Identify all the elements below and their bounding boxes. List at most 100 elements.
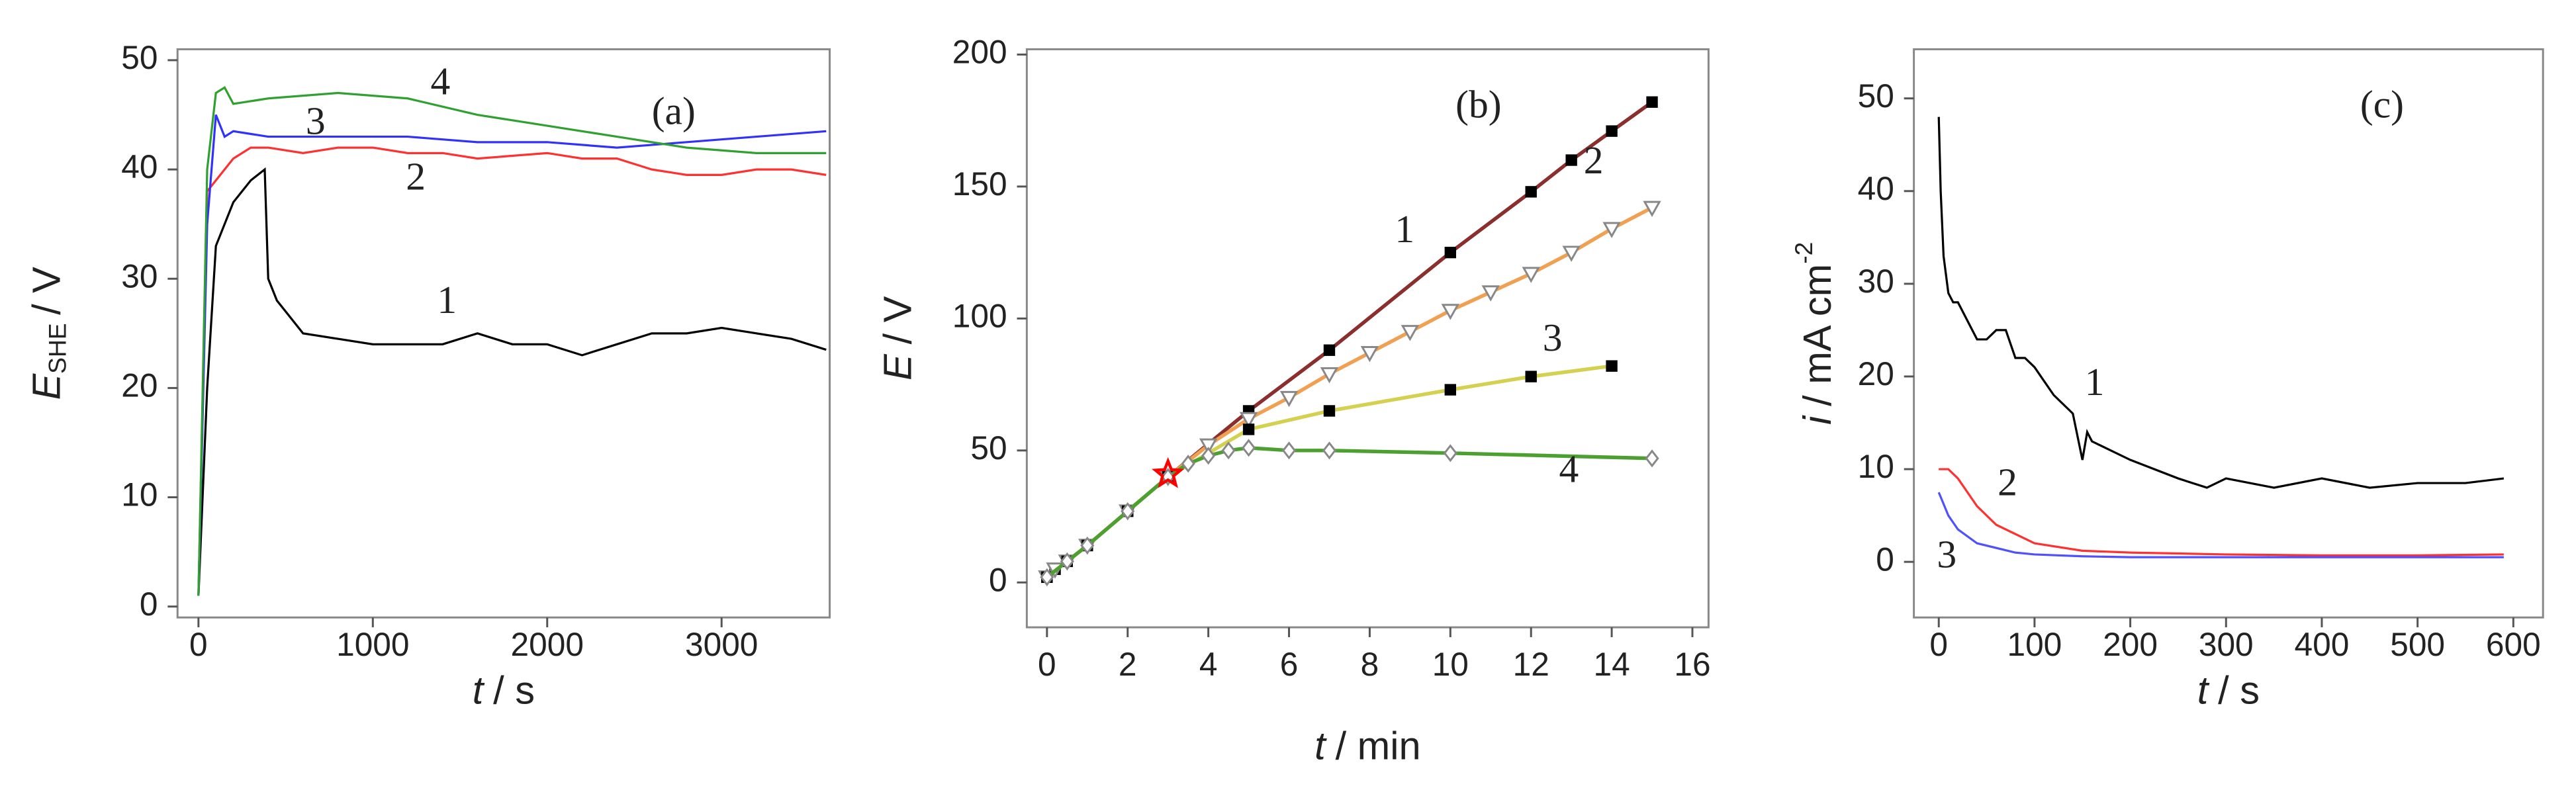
series-label: 3 [1543,316,1563,359]
marker [1444,384,1456,396]
marker [1562,245,1581,262]
marker [1443,444,1457,463]
marker [1060,552,1074,570]
x-tick-label: 200 [2103,626,2158,663]
y-label-unit: / V [875,296,919,344]
x-tick-label: 0 [1929,626,1948,663]
marker [1323,344,1336,356]
x-tick-label: 2000 [511,626,584,663]
marker [1080,536,1095,555]
y-label-unit: / mA cm [1795,264,1839,406]
x-tick-label: 300 [2199,626,2254,663]
y-tick-label: 0 [140,586,158,623]
marker [1606,125,1618,137]
y-tick-label: 30 [121,257,158,294]
marker [1565,154,1577,166]
y-axis-label: i / mA cm-2 [1790,242,1839,425]
panel-label: (a) [652,89,696,132]
marker [1606,360,1618,372]
series-line [197,114,827,596]
y-label-unit: / V [24,267,68,315]
x-label-unit: / s [2218,668,2260,712]
marker [1525,371,1537,382]
marker [1199,438,1218,455]
marker [1221,441,1236,460]
y-axis-label: ESHE / V [24,267,71,400]
y-tick-label: 200 [952,34,1007,71]
x-label-variable: t [473,668,485,712]
marker [1522,267,1540,283]
x-axis-label: t / s [473,668,535,712]
y-tick-label: 40 [1858,170,1894,207]
y-tick-label: 150 [952,165,1007,202]
marker [1281,441,1297,460]
marker [1322,441,1337,460]
series-label: 2 [1584,138,1604,182]
y-tick-label: 100 [952,297,1007,334]
marker [1181,455,1195,473]
x-tick-label: 0 [189,626,208,663]
series-label: 1 [1395,207,1414,251]
marker [1242,439,1256,457]
y-tick-label: 0 [989,561,1007,598]
marker [1201,447,1216,465]
plot-frame [1913,48,2544,619]
plot-frame [1025,48,1710,629]
series-label: 1 [437,278,457,322]
y-tick-label: 30 [1858,263,1894,300]
y-tick-label: 20 [1858,355,1894,392]
marker [1323,405,1336,417]
series-line [1937,492,2504,558]
plot-frame [176,48,831,619]
x-tick-label: 600 [2486,626,2541,663]
marker [1441,304,1460,320]
panel: 0 100 200 300 400 500 600 0 10 20 30 40 50 t / s i / mA … [1790,48,2544,712]
marker [1242,423,1255,435]
x-tick-label: 10 [1432,646,1469,683]
marker [1040,568,1054,586]
x-tick-label: 16 [1674,646,1710,683]
marker [1645,449,1659,468]
series-label: 4 [1559,447,1579,490]
x-tick-label: 4 [1199,646,1218,683]
series-line [1937,116,2505,489]
series-line [1939,468,2504,556]
series-label: 2 [406,155,426,198]
marker [1360,346,1379,363]
x-tick-label: 0 [1038,646,1056,683]
series-label: 3 [306,99,326,142]
x-axis-label: t / s [2197,668,2260,712]
marker [1320,367,1339,384]
y-label-subscript: SHE [43,323,71,374]
x-tick-label: 14 [1593,646,1630,683]
marker [1525,186,1537,198]
series-label: 3 [1937,533,1956,576]
marker [1239,412,1258,429]
x-tick-label: 1000 [336,626,409,663]
x-tick-label: 400 [2295,626,2350,663]
series-line [197,167,827,596]
x-axis-label: t / min [1314,723,1420,768]
x-label-unit: / min [1336,723,1421,768]
marker [1602,222,1621,238]
y-label-variable: E [875,353,919,380]
marker [1643,200,1661,218]
series-label: 4 [430,60,450,103]
y-tick-label: 20 [121,367,158,404]
y-tick-label: 50 [970,429,1007,466]
series-line [1046,364,1612,579]
marker [1481,285,1500,302]
x-label-variable: t [1314,723,1327,768]
marker [1279,390,1299,408]
x-label-variable: t [2197,668,2210,712]
y-tick-label: 50 [121,39,158,76]
y-label-variable: i [1795,415,1839,425]
panel-label: (c) [2360,82,2404,126]
series-line [197,85,827,596]
marker [1121,502,1135,521]
series-label: 1 [2085,360,2105,404]
x-label-unit: / s [493,668,535,712]
